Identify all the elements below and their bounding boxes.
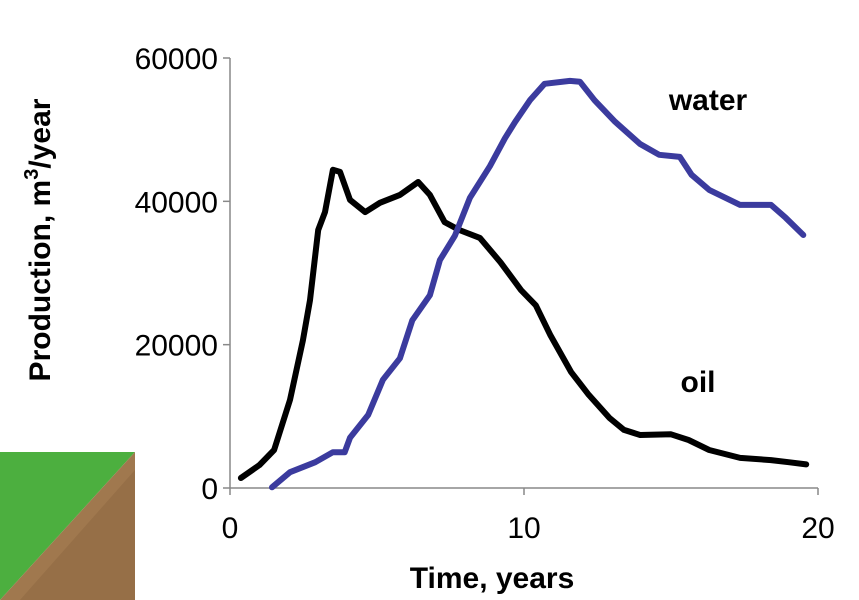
y-axis-label: Production, m3/year	[21, 98, 57, 381]
series-label: water	[668, 84, 748, 117]
page: {"chart_data": {"type": "line", "x_label…	[0, 0, 859, 600]
y-label-main: Production, m	[24, 180, 57, 382]
y-tick-label: 60000	[135, 43, 218, 76]
series-label: oil	[681, 366, 716, 399]
y-label-rest: /year	[24, 98, 57, 168]
y-tick-label: 40000	[135, 186, 218, 219]
soil-icon	[0, 452, 135, 600]
chart: Time, years Production, m3/year 0 20000 40…	[0, 0, 859, 600]
x-tick-label: 0	[222, 512, 239, 545]
y-tick-label: 20000	[135, 330, 218, 363]
y-tick-label: 0	[201, 473, 218, 506]
series-line	[241, 170, 806, 478]
x-tick-label: 10	[507, 512, 540, 545]
series-line	[272, 81, 803, 487]
y-label-sup: 3	[21, 169, 43, 180]
x-tick-label: 20	[801, 512, 834, 545]
x-axis-label: Time, years	[410, 562, 575, 595]
